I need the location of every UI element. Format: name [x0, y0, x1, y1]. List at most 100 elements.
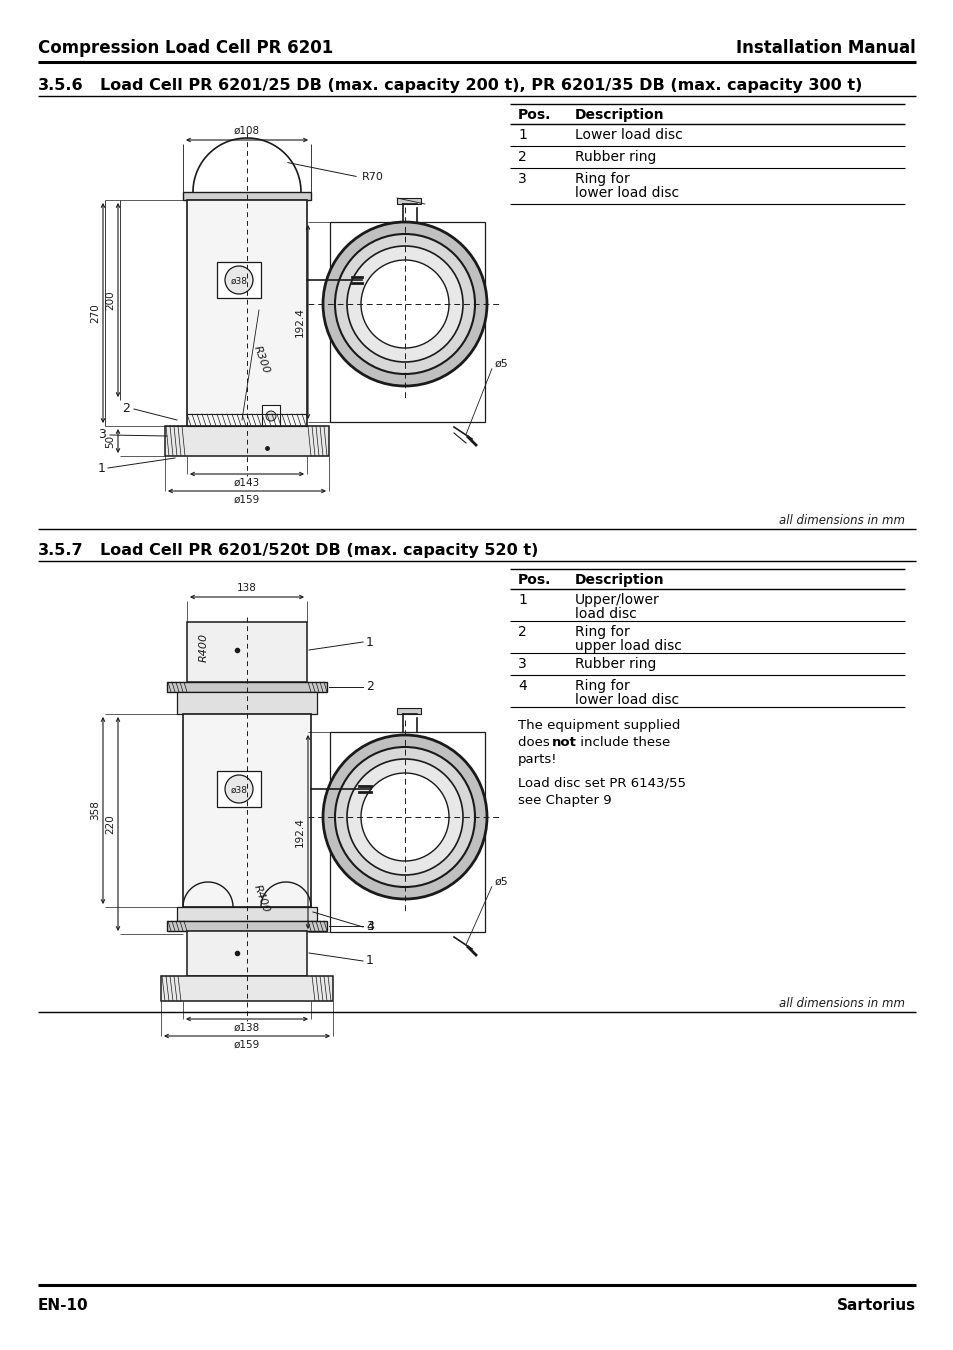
- Bar: [187, 622, 307, 682]
- Text: Installation Manual: Installation Manual: [736, 39, 915, 57]
- Text: does: does: [517, 736, 554, 749]
- Text: lower load disc: lower load disc: [575, 186, 679, 200]
- Text: all dimensions in mm: all dimensions in mm: [779, 514, 904, 526]
- Bar: [167, 682, 327, 693]
- Text: lower load disc: lower load disc: [575, 693, 679, 707]
- Text: R70: R70: [361, 171, 383, 182]
- Bar: [177, 693, 316, 714]
- Bar: [396, 198, 420, 204]
- Text: 3: 3: [517, 171, 526, 186]
- Text: parts!: parts!: [517, 753, 557, 765]
- Text: Description: Description: [575, 108, 664, 122]
- Text: ø38: ø38: [231, 786, 247, 795]
- Text: 3: 3: [366, 921, 374, 933]
- Text: EN-10: EN-10: [38, 1297, 89, 1312]
- Text: 192.4: 192.4: [294, 306, 305, 338]
- Text: 270: 270: [90, 304, 100, 323]
- Text: 192.4: 192.4: [294, 817, 305, 846]
- Text: 50: 50: [105, 435, 115, 448]
- Bar: [174, 427, 318, 433]
- Text: upper load disc: upper load disc: [575, 639, 681, 653]
- Circle shape: [335, 747, 475, 887]
- Text: Load Cell PR 6201/25 DB (max. capacity 200 t), PR 6201/35 DB (max. capacity 300 : Load Cell PR 6201/25 DB (max. capacity 2…: [100, 78, 862, 93]
- Text: 1: 1: [366, 636, 374, 648]
- Text: The equipment supplied: The equipment supplied: [517, 720, 679, 732]
- Text: R300: R300: [252, 344, 271, 375]
- Text: Upper/lower: Upper/lower: [575, 593, 659, 608]
- Circle shape: [335, 234, 475, 374]
- Text: 3.5.7: 3.5.7: [38, 543, 84, 558]
- Circle shape: [323, 734, 486, 899]
- Bar: [187, 931, 307, 976]
- Bar: [396, 707, 420, 714]
- Text: ø5: ø5: [495, 359, 508, 369]
- Text: 2: 2: [517, 625, 526, 639]
- Text: all dimensions in mm: all dimensions in mm: [779, 998, 904, 1010]
- Text: 1: 1: [366, 954, 374, 968]
- Bar: [330, 732, 484, 931]
- Circle shape: [360, 774, 449, 861]
- Text: 4: 4: [517, 679, 526, 693]
- Text: load disc: load disc: [575, 608, 636, 621]
- Text: ø159: ø159: [233, 495, 260, 505]
- Text: 200: 200: [105, 290, 115, 309]
- Text: Description: Description: [575, 572, 664, 587]
- Text: Pos.: Pos.: [517, 108, 551, 122]
- Text: Compression Load Cell PR 6201: Compression Load Cell PR 6201: [38, 39, 333, 57]
- Text: ø108: ø108: [233, 126, 260, 136]
- Text: Rubber ring: Rubber ring: [575, 657, 656, 671]
- Bar: [258, 913, 276, 934]
- Circle shape: [360, 261, 449, 348]
- Bar: [177, 907, 316, 921]
- Text: ø38: ø38: [231, 277, 247, 285]
- Circle shape: [225, 266, 253, 294]
- Text: 2: 2: [122, 402, 130, 416]
- Text: ø138: ø138: [233, 1023, 260, 1033]
- Text: 1: 1: [517, 593, 526, 608]
- Text: Ring for: Ring for: [575, 625, 629, 639]
- Bar: [183, 714, 311, 907]
- Text: ø159: ø159: [233, 1040, 260, 1050]
- Text: Ring for: Ring for: [575, 171, 629, 186]
- Text: 4: 4: [366, 919, 374, 933]
- Text: ø5: ø5: [495, 878, 508, 887]
- Text: Load disc set PR 6143/55: Load disc set PR 6143/55: [517, 778, 685, 790]
- Text: ø143: ø143: [233, 478, 260, 487]
- Text: Lower load disc: Lower load disc: [575, 128, 682, 142]
- Text: 2: 2: [366, 680, 374, 694]
- Text: R400: R400: [199, 632, 209, 662]
- Text: 3.5.6: 3.5.6: [38, 78, 84, 93]
- Bar: [165, 427, 329, 456]
- Text: 138: 138: [236, 583, 256, 593]
- Text: 1: 1: [517, 128, 526, 142]
- Text: Pos.: Pos.: [517, 572, 551, 587]
- Circle shape: [263, 918, 273, 927]
- Bar: [167, 921, 327, 931]
- Text: 2: 2: [517, 150, 526, 163]
- Text: 3: 3: [517, 657, 526, 671]
- Text: R400: R400: [252, 884, 271, 914]
- Bar: [330, 221, 484, 423]
- Circle shape: [347, 759, 462, 875]
- Bar: [187, 200, 307, 433]
- Bar: [262, 405, 280, 427]
- Text: 3: 3: [98, 428, 106, 440]
- Text: Ring for: Ring for: [575, 679, 629, 693]
- Text: include these: include these: [576, 736, 670, 749]
- Text: Load Cell PR 6201/520t DB (max. capacity 520 t): Load Cell PR 6201/520t DB (max. capacity…: [100, 543, 537, 558]
- Circle shape: [323, 221, 486, 386]
- Text: 358: 358: [90, 801, 100, 821]
- Circle shape: [225, 775, 253, 803]
- Bar: [216, 771, 261, 807]
- Text: Sartorius: Sartorius: [836, 1297, 915, 1312]
- Bar: [161, 976, 333, 1000]
- Circle shape: [347, 246, 462, 362]
- Bar: [216, 262, 261, 298]
- Circle shape: [266, 410, 275, 421]
- Text: 1: 1: [98, 462, 106, 474]
- Text: see Chapter 9: see Chapter 9: [517, 794, 611, 807]
- Text: Rubber ring: Rubber ring: [575, 150, 656, 163]
- Text: not: not: [552, 736, 577, 749]
- Bar: [183, 192, 311, 200]
- Text: 220: 220: [105, 814, 115, 834]
